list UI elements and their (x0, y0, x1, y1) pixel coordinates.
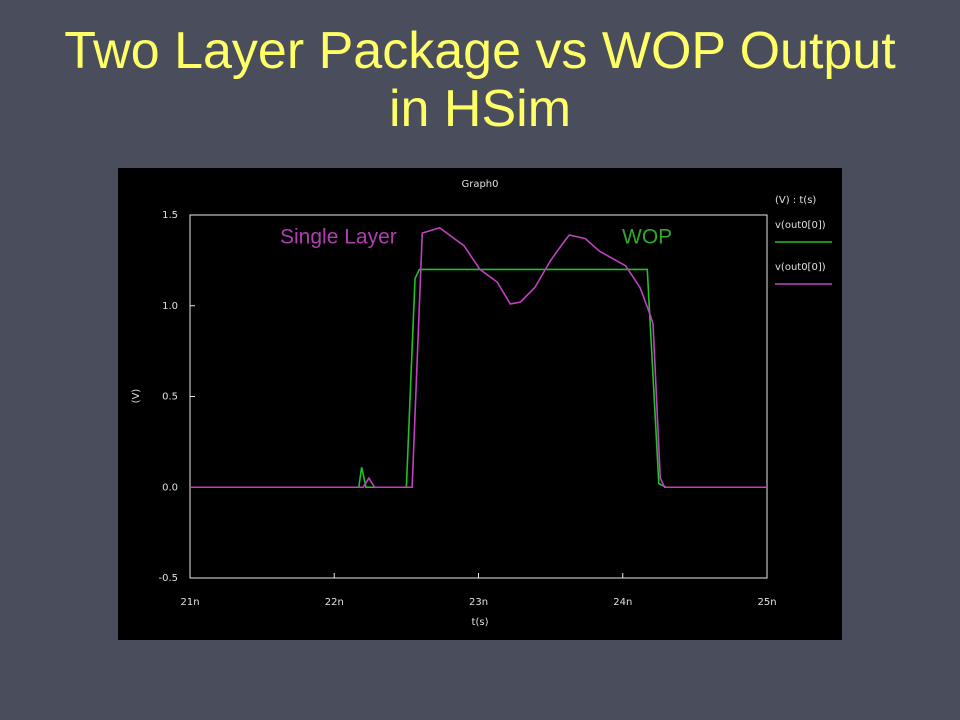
x-tick-label: 23n (469, 597, 488, 608)
series-line (190, 226, 767, 489)
x-tick-label: 21n (180, 597, 199, 608)
x-tick-label: 22n (325, 597, 344, 608)
x-tick-label: 24n (613, 597, 632, 608)
slide-title: Two Layer Package vs WOP Output in HSim (64, 22, 896, 138)
annotation: Single Layer (280, 226, 397, 249)
y-tick-label: 0.5 (162, 392, 178, 403)
legend-label: v(out0[0]) (775, 220, 826, 231)
legend-label: v(out0[0]) (775, 262, 826, 273)
y-tick-label: 0.0 (162, 482, 178, 493)
chart-background (118, 168, 842, 640)
y-tick-label: -0.5 (158, 573, 178, 584)
x-axis-label: t(s) (472, 617, 489, 628)
annotation: WOP (622, 226, 672, 249)
y-tick-label: 1.5 (162, 210, 178, 221)
y-tick-label: 1.0 (162, 301, 178, 312)
series-line (190, 268, 767, 489)
graph-title: Graph0 (461, 179, 498, 190)
x-tick-label: 25n (757, 597, 776, 608)
legend-title: (V) : t(s) (775, 195, 816, 206)
y-axis-label: (V) (131, 389, 142, 404)
